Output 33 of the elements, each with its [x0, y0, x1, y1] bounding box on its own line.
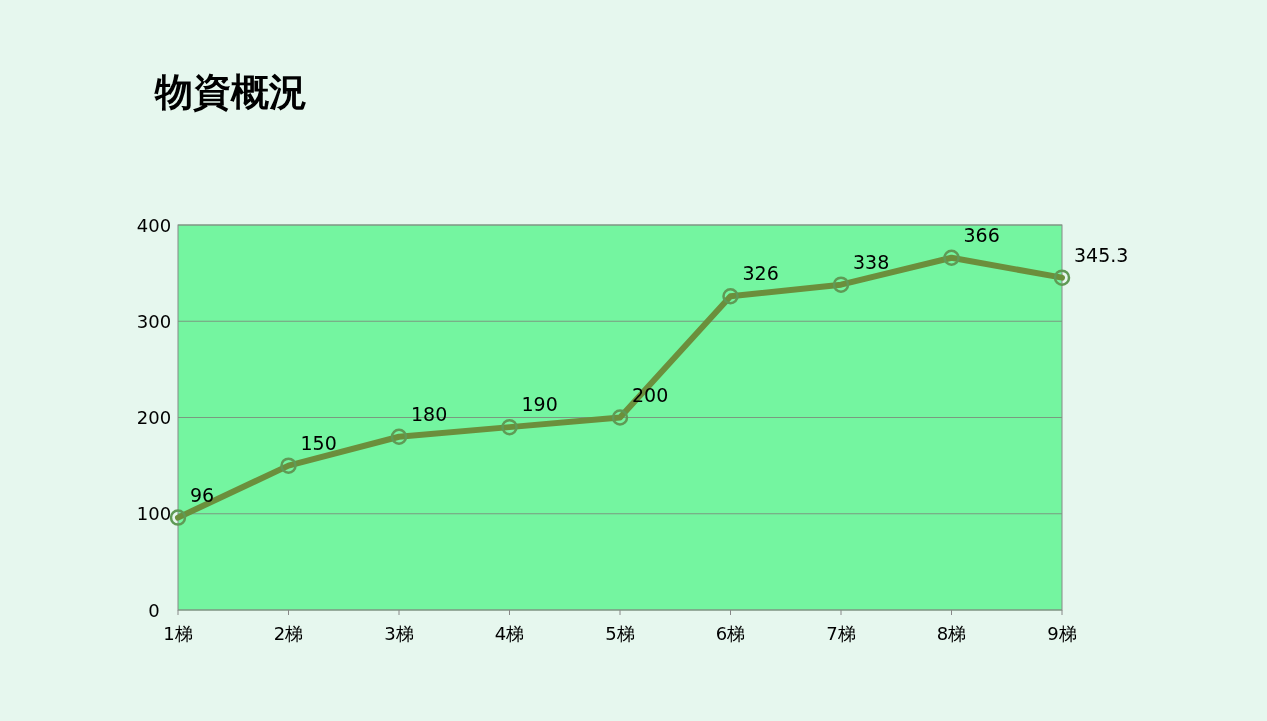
x-tick-label: 1梯	[163, 623, 193, 644]
point	[722, 287, 739, 305]
y-tick-label: 100	[136, 503, 172, 525]
data-label: 180	[411, 402, 448, 425]
x-tick-label: 2梯	[273, 623, 304, 644]
data-label: 200	[632, 383, 669, 406]
data-label: 96	[190, 483, 215, 506]
x-tick-label: 9梯	[1047, 623, 1077, 644]
x-tick-label: 4梯	[494, 623, 525, 644]
x-tick-label: 5梯	[605, 623, 635, 644]
data-label: 366	[963, 223, 1000, 246]
y-tick-label: 200	[136, 407, 172, 428]
data-label: 345.3	[1074, 243, 1129, 266]
x-tick-label: 3梯	[384, 623, 414, 644]
y-tick-label: 400	[136, 214, 172, 236]
y-tick-label: 300	[136, 310, 172, 332]
y-tick-label: 0	[148, 599, 160, 621]
x-tick-label: 8梯	[936, 623, 967, 644]
data-label: 190	[521, 393, 558, 416]
point	[169, 509, 187, 526]
data-label: 338	[853, 250, 890, 273]
data-label: 326	[742, 262, 779, 285]
chart-title: 物資概況	[154, 70, 307, 114]
point	[1053, 269, 1071, 286]
x-tick-label: 7梯	[826, 623, 856, 644]
point	[280, 457, 297, 474]
point	[611, 409, 629, 426]
point	[832, 276, 850, 293]
point	[390, 428, 408, 445]
data-label: 150	[300, 431, 337, 454]
x-tick-label: 6梯	[715, 623, 746, 644]
point	[501, 418, 518, 436]
point	[943, 249, 960, 266]
